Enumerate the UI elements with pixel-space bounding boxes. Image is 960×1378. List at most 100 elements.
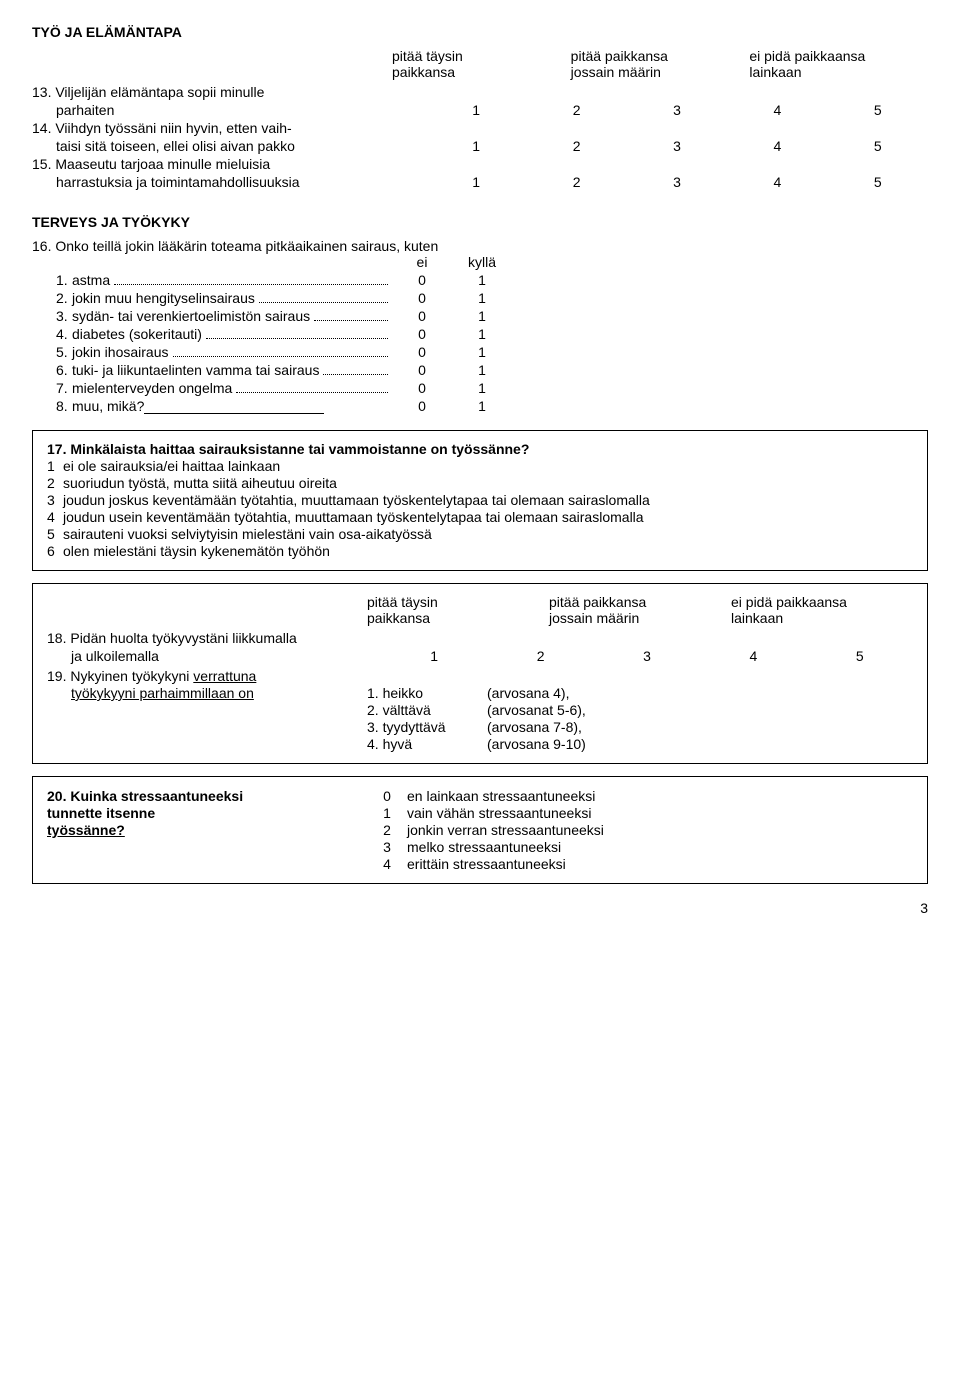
q17-option[interactable]: 6 olen mielestäni täysin kykenemätön työ… [47, 543, 913, 559]
q16-item-text: diabetes (sokeritauti) [72, 326, 202, 342]
dots-fill [259, 302, 388, 303]
q16-h-ei: ei [392, 254, 452, 270]
q13-v2[interactable]: 2 [526, 102, 626, 118]
q16-val-ei[interactable]: 0 [392, 398, 452, 414]
q17-opt-text: suoriudun työstä, mutta siitä aiheutuu o… [63, 475, 337, 491]
hdr2-col1a: pitää täysin [367, 594, 529, 610]
hdr-col3a: ei pidä paikkaansa [749, 48, 908, 64]
q14-v3[interactable]: 3 [627, 138, 727, 154]
q17-opt-text: ei ole sairauksia/ei haittaa lainkaan [63, 458, 280, 474]
q16-val-ei[interactable]: 0 [392, 326, 452, 342]
q14-line1: 14. Viihdyn työssäni niin hyvin, etten v… [32, 120, 928, 136]
q16-item-num: 3. [56, 308, 72, 324]
q13: 13. Viljelijän elämäntapa sopii minulle … [32, 84, 928, 118]
q16-item-num: 1. [56, 272, 72, 288]
hdr-col2a: pitää paikkansa [571, 48, 730, 64]
q18-v4[interactable]: 4 [700, 648, 806, 664]
q17-option[interactable]: 3 joudun joskus keventämään työtahtia, m… [47, 492, 913, 508]
q13-v1[interactable]: 1 [426, 102, 526, 118]
q17-option[interactable]: 4 joudun usein keventämään työtahtia, mu… [47, 509, 913, 525]
q16-val-kylla[interactable]: 1 [452, 272, 512, 288]
q19-line1: 19. Nykyinen työkykyni [47, 668, 193, 684]
scale-header-2: pitää täysin paikkansa pitää paikkansa j… [47, 594, 913, 626]
q17-option[interactable]: 2 suoriudun työstä, mutta siitä aiheutuu… [47, 475, 913, 491]
q16-val-ei[interactable]: 0 [392, 272, 452, 288]
q14-line2: taisi sitä toiseen, ellei olisi aivan pa… [56, 138, 426, 154]
q13-v4[interactable]: 4 [727, 102, 827, 118]
q16-val-kylla[interactable]: 1 [452, 398, 512, 414]
q16-val-ei[interactable]: 0 [392, 380, 452, 396]
q14-v2[interactable]: 2 [526, 138, 626, 154]
q16-row: 5.jokin ihosairaus01 [32, 344, 928, 360]
q15-v2[interactable]: 2 [526, 174, 626, 190]
q19-grade-label[interactable]: 4. hyvä [367, 736, 487, 752]
dots-fill [114, 284, 388, 285]
q19-underl: verrattuna [193, 668, 256, 684]
section1-title: TYÖ JA ELÄMÄNTAPA [32, 24, 928, 40]
hdr2-col1b: paikkansa [367, 610, 529, 626]
hdr2-col2b: jossain määrin [549, 610, 711, 626]
q16-item-num: 8. [56, 398, 72, 414]
q19-grade-range: (arvosana 4), [487, 685, 913, 701]
hdr-col1a: pitää täysin [392, 48, 551, 64]
q16-item-text: tuki- ja liikuntaelinten vamma tai saira… [72, 362, 319, 378]
q19-row: 4. hyvä(arvosana 9-10) [47, 736, 913, 752]
dots-fill [206, 338, 388, 339]
q14-v1[interactable]: 1 [426, 138, 526, 154]
q18-v5[interactable]: 5 [807, 648, 913, 664]
q18-v1[interactable]: 1 [381, 648, 487, 664]
q20-opt-num[interactable]: 2 [367, 822, 407, 838]
q13-line1: 13. Viljelijän elämäntapa sopii minulle [32, 84, 928, 100]
q20-opt-num[interactable]: 3 [367, 839, 407, 855]
q16-val-ei[interactable]: 0 [392, 308, 452, 324]
q19-grade-label[interactable]: 3. tyydyttävä [367, 719, 487, 735]
q17-option[interactable]: 1 ei ole sairauksia/ei haittaa lainkaan [47, 458, 913, 474]
q18-v3[interactable]: 3 [594, 648, 700, 664]
q16-val-kylla[interactable]: 1 [452, 344, 512, 360]
q17-options: 1 ei ole sairauksia/ei haittaa lainkaan2… [47, 458, 913, 559]
q20-row: 20. Kuinka stressaantuneeksi0en lainkaan… [47, 788, 913, 804]
q16-val-kylla[interactable]: 1 [452, 362, 512, 378]
q14-v4[interactable]: 4 [727, 138, 827, 154]
q16-row: 3.sydän- tai verenkiertoelimistön sairau… [32, 308, 928, 324]
q19-grade-label[interactable]: 1. heikko [367, 685, 487, 701]
q15-v1[interactable]: 1 [426, 174, 526, 190]
q16-item-text: sydän- tai verenkiertoelimistön sairaus [72, 308, 310, 324]
q20-opt-num[interactable]: 0 [367, 788, 407, 804]
q18-line1: 18. Pidän huolta työkyvystäni liikkumall… [47, 630, 913, 646]
q16-muu-line[interactable] [144, 398, 324, 414]
q16-item-num: 2. [56, 290, 72, 306]
scale-header-1: pitää täysin paikkansa pitää paikkansa j… [32, 48, 928, 80]
q19-grade-range: (arvosanat 5-6), [487, 702, 913, 718]
q17-opt-num: 5 [47, 526, 63, 542]
q15-v5[interactable]: 5 [828, 174, 928, 190]
q16-val-ei[interactable]: 0 [392, 344, 452, 360]
q15: 15. Maaseutu tarjoaa minulle mieluisia h… [32, 156, 928, 190]
q20-row: tunnette itsenne1vain vähän stressaantun… [47, 805, 913, 821]
q13-v3[interactable]: 3 [627, 102, 727, 118]
q20-left [47, 839, 367, 855]
q13-v5[interactable]: 5 [828, 102, 928, 118]
q20-opt-num[interactable]: 1 [367, 805, 407, 821]
q16-val-kylla[interactable]: 1 [452, 380, 512, 396]
q14-v5[interactable]: 5 [828, 138, 928, 154]
q20-box: 20. Kuinka stressaantuneeksi0en lainkaan… [32, 776, 928, 884]
q15-v4[interactable]: 4 [727, 174, 827, 190]
q18-v2[interactable]: 2 [487, 648, 593, 664]
q16-val-ei[interactable]: 0 [392, 362, 452, 378]
q17-opt-text: joudun joskus keventämään työtahtia, muu… [63, 492, 650, 508]
q20-title: 20. Kuinka stressaantuneeksi [47, 788, 243, 804]
q19-grade-range: (arvosana 7-8), [487, 719, 913, 735]
q20-opt-num[interactable]: 4 [367, 856, 407, 872]
q17-option[interactable]: 5 sairauteni vuoksi selviytyisin mielest… [47, 526, 913, 542]
q20-opt-text: jonkin verran stressaantuneeksi [407, 822, 913, 838]
q16-val-ei[interactable]: 0 [392, 290, 452, 306]
q16-val-kylla[interactable]: 1 [452, 308, 512, 324]
q17-opt-num: 6 [47, 543, 63, 559]
q19-grade-label[interactable]: 2. välttävä [367, 702, 487, 718]
q16-val-kylla[interactable]: 1 [452, 290, 512, 306]
q15-v3[interactable]: 3 [627, 174, 727, 190]
q16-item-num: 5. [56, 344, 72, 360]
q16-val-kylla[interactable]: 1 [452, 326, 512, 342]
q17-opt-text: olen mielestäni täysin kykenemätön työhö… [63, 543, 330, 559]
